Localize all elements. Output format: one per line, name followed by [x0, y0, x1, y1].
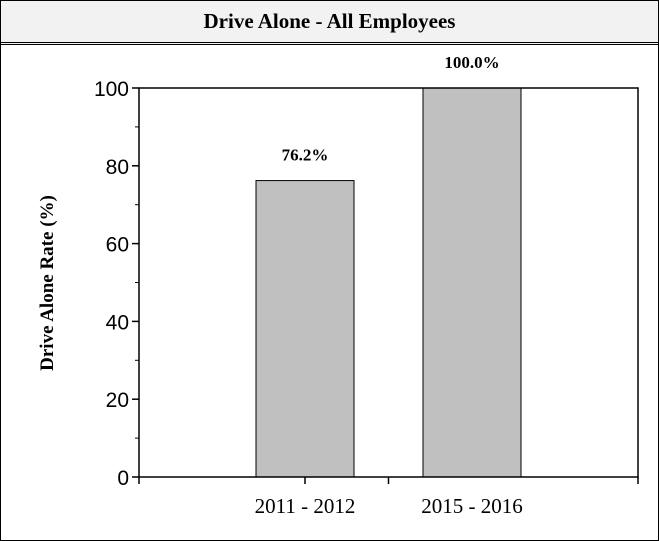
chart-title: Drive Alone - All Employees [203, 9, 456, 33]
x-tick-label: 2011 - 2012 [255, 494, 356, 518]
bar-0 [255, 180, 355, 478]
title-bar: Drive Alone - All Employees [1, 1, 658, 45]
plot-area: 0 20 40 60 80 100 2011 - 2012 2015 - 2016 76.2% 1… [94, 53, 639, 518]
data-label: 76.2% [282, 146, 329, 165]
y-tick-label: 20 [106, 389, 129, 412]
data-label: 100.0% [444, 53, 499, 72]
y-tick-label: 60 [106, 234, 129, 257]
x-tick-label: 2015 - 2016 [421, 494, 523, 518]
y-tick-label: 0 [117, 467, 129, 490]
y-tick-label: 100 [94, 78, 129, 101]
y-tick-label: 40 [106, 311, 129, 334]
bar-1 [422, 87, 522, 478]
y-axis-title: Drive Alone Rate (%) [37, 195, 58, 371]
y-tick-label: 80 [106, 156, 129, 179]
